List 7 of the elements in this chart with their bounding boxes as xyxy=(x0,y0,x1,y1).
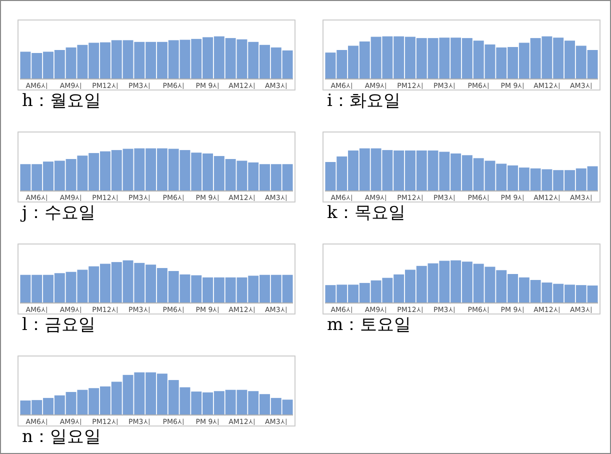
text: i：화요일 xyxy=(327,91,400,111)
text: l：금요일 xyxy=(22,315,96,335)
text: m：토요일 xyxy=(327,315,412,335)
text: n：일요일 xyxy=(22,427,101,447)
text: j：수요일 xyxy=(20,203,96,223)
text: k：목요일 xyxy=(327,203,406,223)
text: h：월요일 xyxy=(22,91,101,111)
